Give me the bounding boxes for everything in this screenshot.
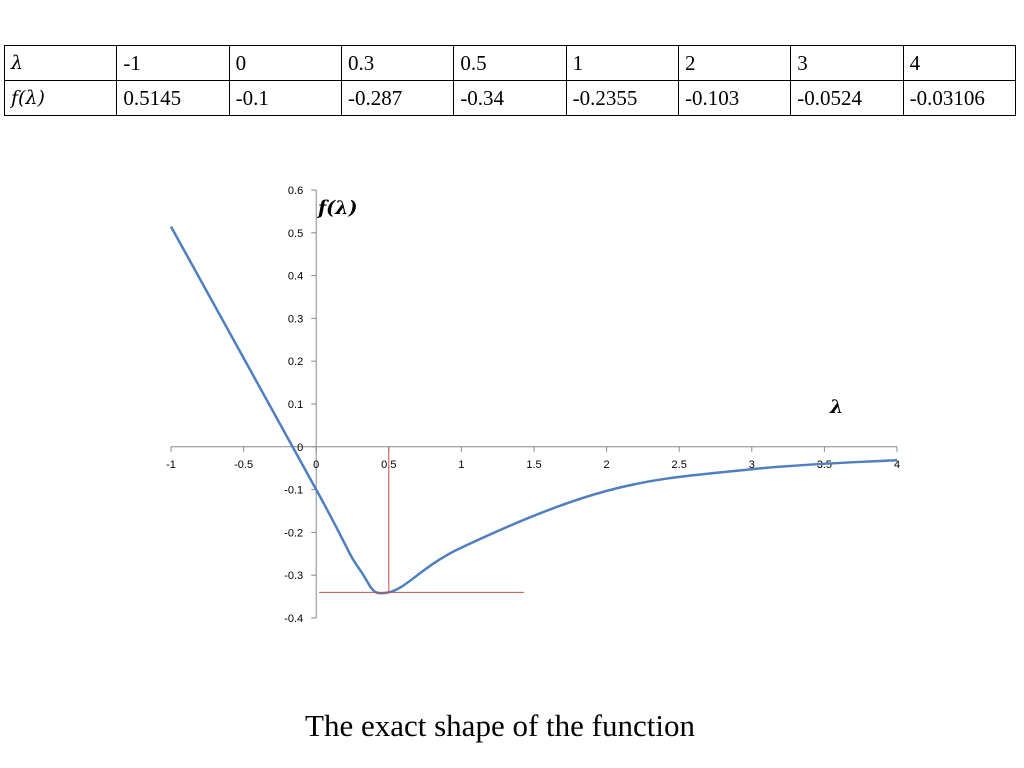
function-chart: -1 -0.5 0 0.5 1 1.5 2 2.5 3 3.5 40.60.50.40.30.20.… [166, 185, 900, 625]
function-curve [169, 225, 898, 595]
y-tick-label: -0.3 [284, 570, 303, 582]
y-tick-label: 0.3 [288, 313, 303, 325]
lambda-cell: 4 [902, 45, 1017, 81]
y-tick-label: 0.5 [288, 228, 303, 240]
x-tick-label: -1 [166, 459, 176, 471]
x-tick-label: 2.5 [672, 459, 687, 471]
function-value-cell: -0.34 [453, 80, 567, 116]
chart-axes [171, 190, 897, 618]
function-value-cell: 0.5145 [116, 80, 230, 116]
function-value-cell: -0.103 [677, 80, 792, 116]
function-value-cell: -0.1 [228, 80, 342, 116]
x-tick-label: 0 [313, 459, 319, 471]
function-value-cell: -0.0524 [790, 80, 904, 116]
chart-ticks: -1 -0.5 0 0.5 1 1.5 2 2.5 3 3.5 40.60.50.40.30.20.… [166, 185, 900, 625]
x-tick-label: 1.5 [526, 459, 541, 471]
lambda-row: λ -1 0 0.3 0.5 1 2 3 4 [3, 45, 1017, 81]
y-tick-label: -0.1 [284, 485, 303, 497]
y-tick-label: 0.4 [288, 271, 303, 283]
values-table: λ -1 0 0.3 0.5 1 2 3 4 𝑓(λ) 0.5145 -0.1 … [3, 45, 1017, 116]
function-value-row: 𝑓(λ) 0.5145 -0.1 -0.287 -0.34 -0.2355 -0… [3, 80, 1017, 116]
lambda-cell: 2 [677, 45, 792, 81]
x-tick-label: -0.5 [234, 459, 253, 471]
y-tick-label: 0.2 [288, 356, 303, 368]
y-axis-label: 𝒇(𝝀) [316, 197, 357, 219]
lambda-header-cell: λ [3, 45, 118, 81]
function-value-cell: -0.2355 [565, 80, 679, 116]
chart-caption: The exact shape of the function [305, 708, 695, 743]
function-value-cell: -0.287 [340, 80, 455, 116]
y-tick-label: 0.1 [288, 399, 303, 411]
y-tick-label: -0.2 [284, 527, 303, 539]
x-axis-label: λ [829, 396, 843, 418]
x-tick-label: 2 [604, 459, 610, 471]
x-tick-label: 4 [894, 459, 900, 471]
y-tick-label: 0.6 [288, 185, 303, 197]
lambda-cell: 3 [790, 45, 904, 81]
x-tick-label: 3 [749, 459, 755, 471]
x-tick-label: 1 [458, 459, 464, 471]
chart-marks [169, 225, 898, 595]
y-tick-label: 0 [297, 442, 303, 454]
y-tick-label: -0.4 [284, 613, 303, 625]
function-value-cell: -0.03106 [902, 80, 1017, 116]
lambda-cell: -1 [116, 45, 230, 81]
